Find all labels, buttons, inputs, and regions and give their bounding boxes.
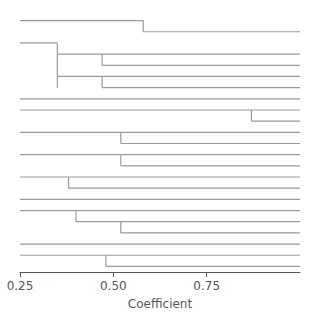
svg-text:0.25: 0.25 [7,279,34,293]
svg-text:Coefficient: Coefficient [128,297,193,311]
svg-text:0.75: 0.75 [193,279,220,293]
svg-text:0.50: 0.50 [100,279,127,293]
